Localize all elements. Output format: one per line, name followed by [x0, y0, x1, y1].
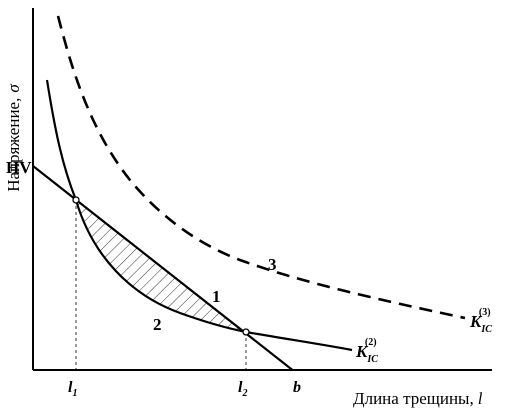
tick-b: b [293, 379, 301, 396]
x-axis-symbol: l [478, 389, 483, 408]
tick-l2: l2 [238, 379, 247, 399]
curve-3 [56, 15, 466, 320]
k-ic-3-label: KIC(3) [469, 307, 492, 335]
tick-l1: l1 [68, 379, 77, 399]
curve-1-label: 1 [212, 287, 221, 306]
curve-2 [45, 79, 353, 352]
y-axis-title: Напряжение,σ [4, 84, 23, 192]
k-ic-2-label: KIC(2) [355, 337, 378, 365]
y-axis-symbol: σ [4, 84, 23, 93]
intersection-point-l2 [242, 328, 250, 336]
curve-2-label: 2 [153, 315, 162, 334]
hv-label: HV [6, 158, 32, 177]
curve-3-label: 3 [268, 255, 277, 274]
line-1 [33, 165, 295, 370]
intersection-point-l1 [72, 196, 80, 204]
x-axis-title: Длина трещины, l [353, 389, 483, 408]
